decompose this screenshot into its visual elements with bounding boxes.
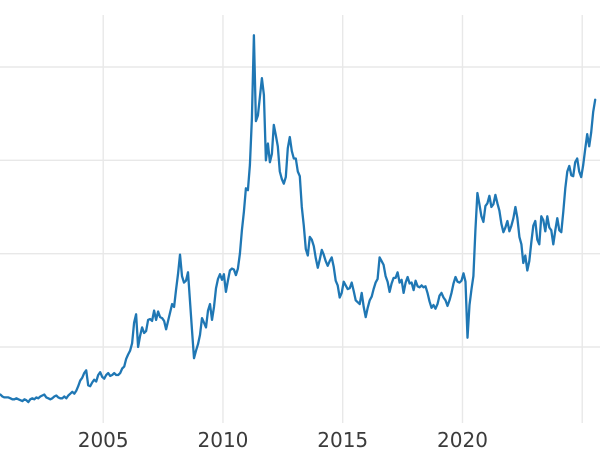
x-axis-tick-labels: 2005 2010 2015 2020 <box>78 428 488 450</box>
x-tick-label: 2005 <box>78 428 129 450</box>
series-layer <box>0 34 597 404</box>
price-line-series <box>0 34 597 404</box>
gridlines <box>0 15 600 423</box>
x-tick-label: 2020 <box>437 428 488 450</box>
x-tick-label: 2015 <box>317 428 368 450</box>
x-tick-label: 2010 <box>198 428 249 450</box>
